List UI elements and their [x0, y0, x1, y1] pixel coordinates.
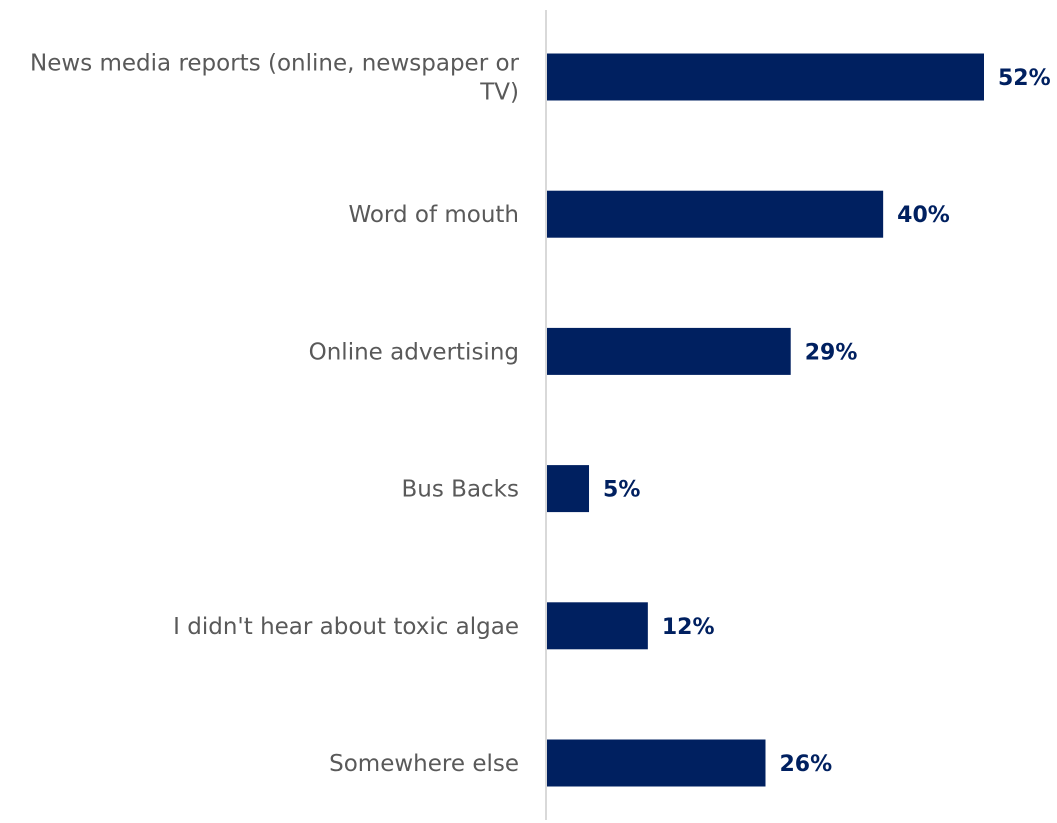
value-label-4: 12% [662, 615, 715, 640]
category-label-3: Bus Backs [402, 477, 519, 503]
value-label-2: 29% [805, 340, 858, 365]
category-label-5: Somewhere else [329, 751, 519, 777]
value-label-5: 26% [780, 752, 833, 777]
value-label-3: 5% [603, 478, 640, 503]
value-label-0: 52% [998, 66, 1051, 91]
bar-4 [547, 602, 648, 650]
bar-0 [547, 53, 984, 101]
category-label-1: Word of mouth [348, 202, 519, 228]
category-label-0-line-1: TV) [479, 80, 519, 106]
category-labels: News media reports (online, newspaper or… [30, 51, 520, 778]
value-labels: 52% 40% 29% 5% 12% 26% [603, 66, 1051, 777]
bar-5 [547, 739, 766, 787]
bar-3 [547, 465, 590, 513]
category-label-2: Online advertising [309, 339, 519, 365]
value-label-1: 40% [897, 203, 950, 228]
bars [547, 53, 984, 787]
category-label-0-line-0: News media reports (online, newspaper or [30, 51, 520, 77]
bar-1 [547, 190, 884, 238]
bar-2 [547, 327, 791, 375]
category-label-4: I didn't hear about toxic algae [173, 614, 519, 640]
